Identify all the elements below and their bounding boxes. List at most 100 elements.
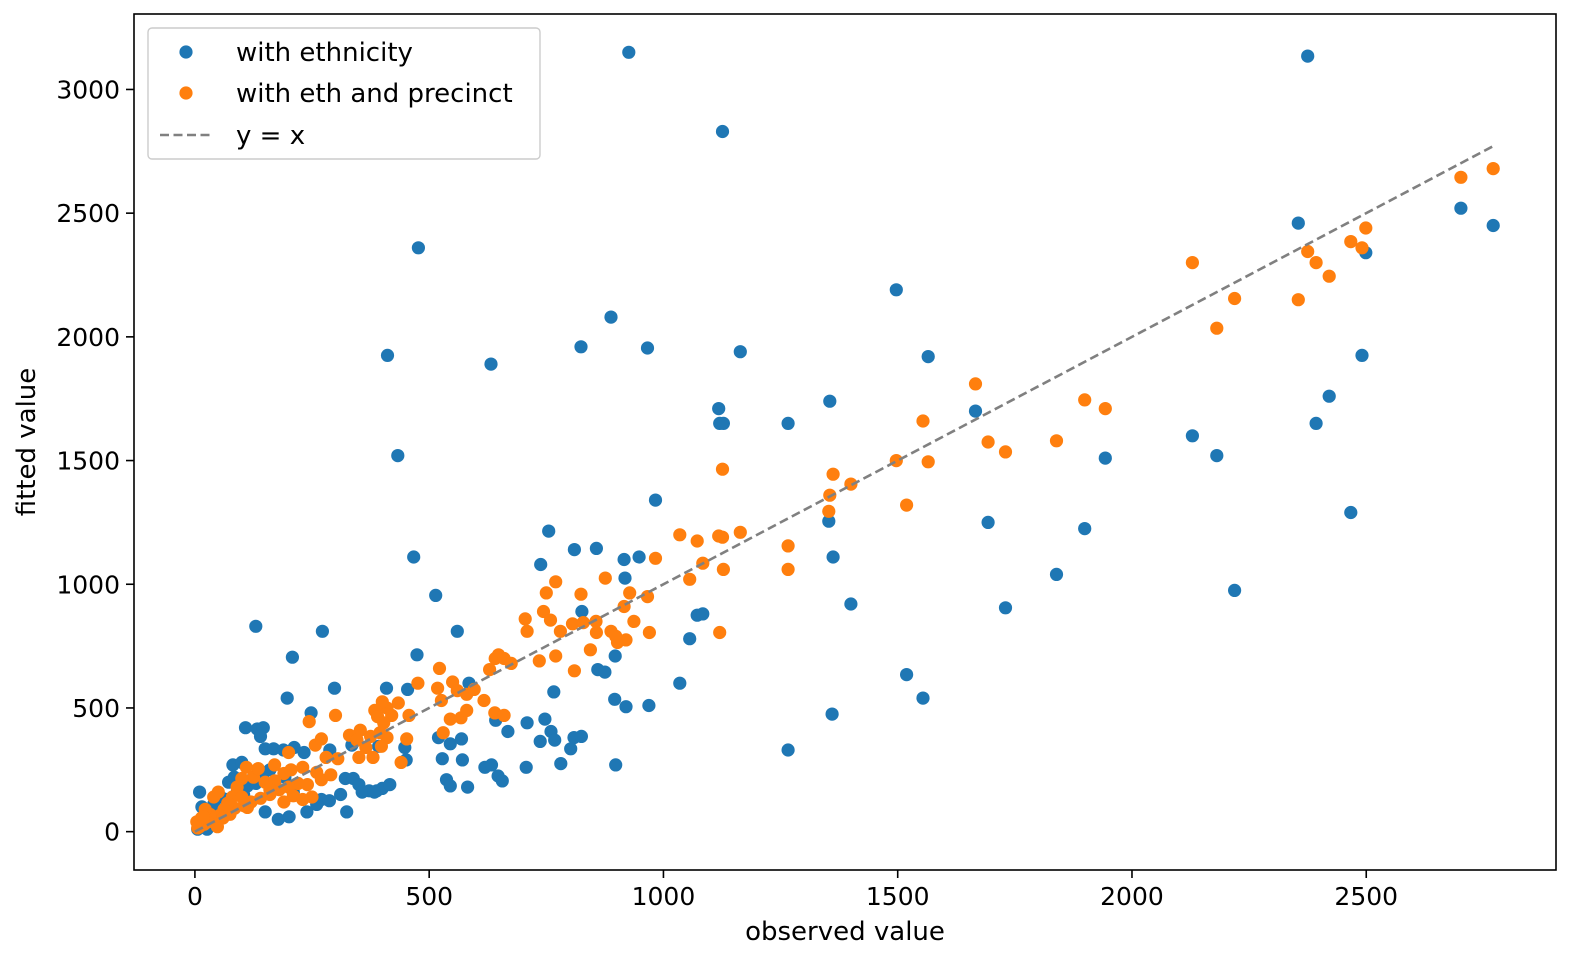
- point-with-ethnicity: [334, 787, 348, 802]
- y-tick-label: 3000: [56, 75, 120, 104]
- point-with-eth-and-precinct: [642, 625, 657, 640]
- point-with-eth-and-precinct: [314, 732, 328, 746]
- point-with-ethnicity: [574, 729, 589, 744]
- point-with-ethnicity: [598, 665, 612, 679]
- point-with-eth-and-precinct: [296, 792, 310, 807]
- point-with-eth-and-precinct: [1049, 434, 1064, 448]
- point-with-eth-and-precinct: [1098, 402, 1112, 416]
- point-with-eth-and-precinct: [715, 530, 730, 544]
- point-with-eth-and-precinct: [1301, 244, 1315, 259]
- point-with-ethnicity: [271, 812, 285, 826]
- y-tick-label: 1500: [56, 447, 120, 476]
- point-with-eth-and-precinct: [715, 462, 730, 476]
- legend: with ethnicity with eth and precinct y =…: [147, 27, 541, 160]
- point-with-ethnicity: [495, 774, 509, 788]
- point-with-ethnicity: [1185, 429, 1199, 443]
- point-with-eth-and-precinct: [589, 625, 604, 640]
- point-with-eth-and-precinct: [1291, 293, 1305, 307]
- point-with-eth-and-precinct: [640, 590, 655, 604]
- point-with-eth-and-precinct: [539, 586, 553, 600]
- point-with-ethnicity: [484, 357, 498, 371]
- point-with-ethnicity: [1301, 49, 1315, 63]
- point-with-eth-and-precinct: [1322, 269, 1336, 283]
- point-with-ethnicity: [193, 785, 207, 799]
- point-with-eth-and-precinct: [1309, 256, 1323, 270]
- point-with-eth-and-precinct: [532, 654, 546, 668]
- point-with-ethnicity: [921, 350, 935, 364]
- point-with-eth-and-precinct: [284, 763, 298, 777]
- point-with-eth-and-precinct: [302, 715, 316, 729]
- point-with-ethnicity: [253, 729, 268, 744]
- point-with-ethnicity: [484, 758, 499, 772]
- point-with-eth-and-precinct: [391, 696, 405, 710]
- point-with-eth-and-precinct: [1454, 170, 1468, 184]
- point-with-eth-and-precinct: [1078, 393, 1092, 407]
- point-with-ethnicity: [1322, 389, 1336, 403]
- point-with-eth-and-precinct: [296, 760, 310, 774]
- point-with-ethnicity: [267, 742, 281, 756]
- x-tick-label: 2500: [1334, 882, 1398, 911]
- point-with-eth-and-precinct: [1359, 221, 1373, 235]
- point-with-ethnicity: [443, 779, 457, 793]
- point-with-ethnicity: [968, 404, 983, 418]
- reference-line-y-equals-x: [194, 144, 1494, 833]
- point-with-ethnicity: [1454, 201, 1468, 215]
- point-with-ethnicity: [642, 698, 656, 713]
- point-with-eth-and-precinct: [230, 780, 244, 794]
- point-with-eth-and-precinct: [781, 539, 795, 553]
- point-with-eth-and-precinct: [374, 739, 388, 753]
- point-with-ethnicity: [712, 402, 726, 416]
- point-with-ethnicity: [1210, 449, 1224, 463]
- legend-box: [147, 27, 541, 160]
- point-with-ethnicity: [280, 691, 294, 705]
- y-tick-label: 1000: [56, 570, 120, 599]
- point-with-ethnicity: [916, 691, 930, 705]
- point-with-ethnicity: [567, 543, 582, 557]
- point-with-ethnicity: [411, 241, 425, 255]
- point-with-ethnicity: [461, 780, 475, 794]
- point-with-ethnicity: [781, 743, 795, 757]
- point-with-eth-and-precinct: [826, 467, 840, 481]
- point-with-eth-and-precinct: [916, 414, 930, 428]
- point-with-eth-and-precinct: [968, 377, 983, 391]
- point-with-eth-and-precinct: [648, 551, 663, 565]
- point-with-ethnicity: [889, 283, 903, 297]
- point-with-ethnicity: [683, 632, 697, 646]
- point-with-eth-and-precinct: [822, 504, 836, 518]
- point-with-ethnicity: [1309, 416, 1323, 430]
- x-tick-label: 500: [405, 882, 453, 911]
- x-tick-label: 1500: [866, 882, 930, 911]
- x-tick-label: 0: [187, 882, 203, 911]
- y-axis-ticks: 0 500 1000 1500 2000 2500 3000: [56, 75, 134, 847]
- point-with-ethnicity: [542, 524, 556, 538]
- point-with-ethnicity: [826, 550, 840, 564]
- legend-marker-with-ethnicity: [179, 45, 193, 59]
- point-with-ethnicity: [383, 778, 397, 792]
- point-with-ethnicity: [716, 416, 731, 430]
- point-with-ethnicity: [327, 681, 342, 695]
- point-with-eth-and-precinct: [277, 795, 291, 809]
- point-with-eth-and-precinct: [900, 498, 914, 512]
- point-with-ethnicity: [258, 805, 272, 819]
- point-with-ethnicity: [340, 805, 354, 819]
- point-with-eth-and-precinct: [553, 624, 568, 638]
- point-with-ethnicity: [300, 805, 314, 819]
- point-with-eth-and-precinct: [565, 617, 580, 631]
- point-with-eth-and-precinct: [400, 732, 414, 746]
- point-with-eth-and-precinct: [583, 643, 598, 657]
- point-with-ethnicity: [534, 557, 548, 572]
- point-with-eth-and-precinct: [436, 726, 450, 740]
- point-with-eth-and-precinct: [574, 587, 588, 601]
- point-with-eth-and-precinct: [240, 800, 254, 815]
- legend-label-with-eth-and-precinct: with eth and precinct: [236, 79, 513, 109]
- point-with-eth-and-precinct: [690, 534, 704, 548]
- point-with-ethnicity: [696, 607, 710, 621]
- point-with-ethnicity: [733, 345, 747, 359]
- point-with-ethnicity: [825, 707, 839, 721]
- point-with-eth-and-precinct: [623, 586, 637, 600]
- point-with-ethnicity: [1486, 218, 1500, 233]
- point-with-ethnicity: [379, 681, 394, 695]
- point-with-ethnicity: [998, 601, 1013, 615]
- point-with-ethnicity: [575, 604, 589, 619]
